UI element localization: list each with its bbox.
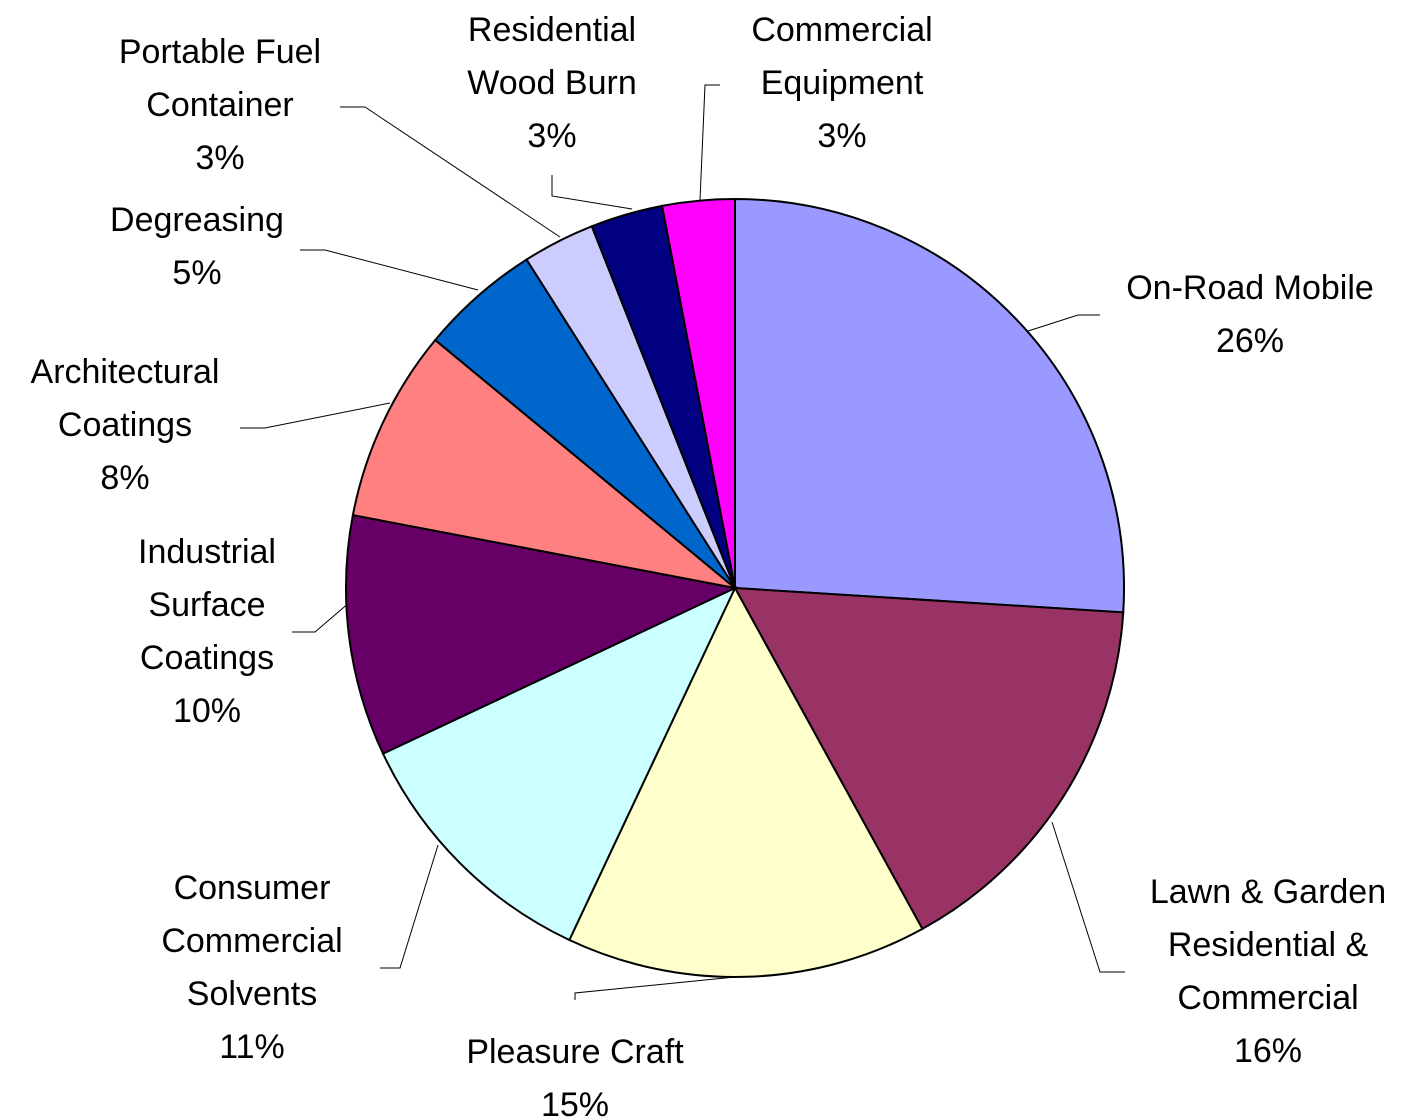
leader-lines: [240, 84, 1125, 1000]
category-label: Lawn & Garden Residential & Commercial: [1149, 873, 1387, 1017]
leader-line: [1051, 821, 1125, 973]
slice-label: Industrial Surface Coatings 10%: [120, 526, 295, 738]
value-label: 8%: [100, 459, 150, 497]
slice-label: Commercial Equipment 3%: [735, 4, 950, 163]
pie-slice: [733, 586, 1125, 931]
pie-slice: [568, 585, 924, 978]
leader-line: [699, 84, 720, 201]
value-label: 16%: [1233, 1032, 1303, 1070]
slice-label: Degreasing 5%: [77, 194, 317, 300]
category-label: Architectural Coatings: [30, 353, 220, 444]
value-label: 3%: [195, 139, 245, 177]
pie-slice: [734, 197, 1125, 614]
value-label: 11%: [219, 1028, 285, 1066]
category-label: Industrial Surface Coatings: [138, 533, 276, 677]
leader-line: [292, 601, 351, 633]
slice-label: Pleasure Craft 15%: [425, 1026, 725, 1120]
value-label: 5%: [172, 254, 222, 292]
value-label: 3%: [817, 117, 867, 155]
pie-slice: [345, 513, 739, 755]
leader-line: [1024, 314, 1100, 333]
slice-label: Portable Fuel Container 3%: [95, 26, 345, 185]
category-label: Commercial Equipment: [751, 11, 933, 102]
slice-label: Residential Wood Burn 3%: [445, 4, 660, 163]
slice-label: Architectural Coatings 8%: [5, 346, 245, 505]
leader-line: [574, 976, 736, 1000]
pie-slice: [351, 338, 736, 589]
leader-line: [551, 175, 633, 210]
leader-line: [240, 402, 391, 429]
slice-label: Lawn & Garden Residential & Commercial 16…: [1133, 866, 1403, 1078]
pie-slice: [660, 197, 736, 589]
category-label: Residential Wood Burn: [467, 11, 637, 102]
category-label: Consumer Commercial Solvents: [161, 869, 343, 1013]
leader-line: [340, 106, 561, 238]
leader-line: [300, 249, 479, 291]
slice-label: On-Road Mobile 26%: [1090, 262, 1410, 368]
slice-label: Consumer Commercial Solvents 11%: [145, 862, 360, 1074]
leader-line: [380, 844, 439, 969]
category-label: On-Road Mobile: [1126, 269, 1374, 307]
value-label: 10%: [172, 692, 242, 730]
category-label: Degreasing: [110, 201, 284, 239]
value-label: 26%: [1215, 322, 1285, 360]
value-label: 15%: [540, 1086, 610, 1120]
category-label: Pleasure Craft: [466, 1033, 684, 1071]
pie-slice: [381, 585, 738, 942]
category-label: Portable Fuel Container: [118, 33, 322, 124]
value-label: 3%: [527, 117, 577, 155]
